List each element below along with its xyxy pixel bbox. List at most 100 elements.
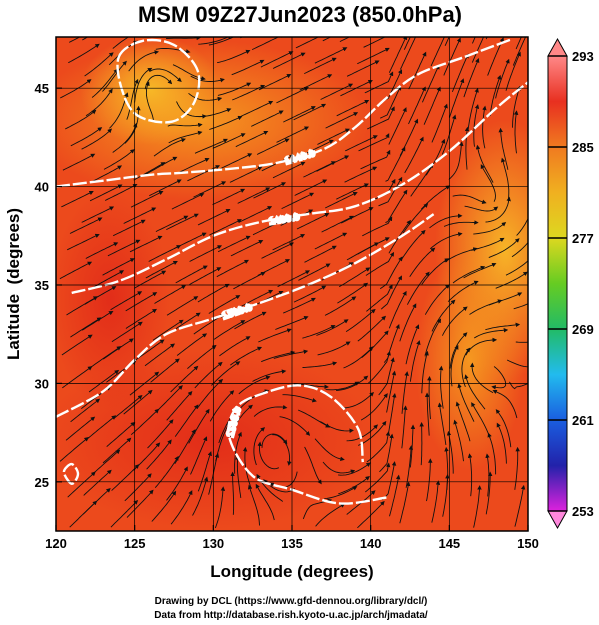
streamline bbox=[514, 484, 526, 527]
streamline bbox=[257, 441, 280, 470]
streamline bbox=[128, 50, 160, 72]
colorbar-body bbox=[547, 55, 568, 512]
credit-drawing: Drawing by DCL (https://www.gfd-dennou.o… bbox=[155, 596, 428, 607]
streamline bbox=[70, 317, 102, 338]
streamline bbox=[471, 402, 491, 439]
streamline bbox=[272, 434, 292, 466]
streamline bbox=[511, 241, 528, 258]
streamline bbox=[67, 233, 100, 251]
streamline bbox=[501, 157, 510, 200]
streamline bbox=[61, 334, 93, 356]
streamline bbox=[429, 213, 463, 229]
streamline bbox=[296, 213, 330, 230]
streamline bbox=[441, 114, 457, 155]
streamline bbox=[91, 449, 121, 476]
streamline bbox=[102, 338, 134, 360]
streamline bbox=[447, 280, 479, 303]
streamline bbox=[475, 144, 494, 183]
streamline bbox=[215, 421, 230, 462]
streamline bbox=[404, 136, 424, 174]
streamline bbox=[64, 109, 97, 130]
x-tick-label: 120 bbox=[45, 536, 67, 551]
streamline bbox=[425, 138, 446, 176]
streamline bbox=[212, 188, 246, 206]
x-tick-label: 135 bbox=[281, 536, 303, 551]
streamline bbox=[421, 64, 440, 103]
streamline bbox=[151, 490, 177, 522]
streamline bbox=[107, 239, 141, 257]
streamline bbox=[444, 446, 449, 490]
streamline bbox=[448, 78, 465, 118]
streamline bbox=[399, 118, 419, 156]
streamline bbox=[515, 37, 522, 50]
streamline bbox=[341, 207, 374, 224]
streamline bbox=[193, 181, 227, 198]
streamline bbox=[495, 58, 510, 99]
streamline bbox=[346, 490, 376, 515]
streamline bbox=[451, 53, 469, 93]
streamline bbox=[314, 47, 348, 64]
streamline bbox=[461, 347, 471, 388]
streamline bbox=[217, 235, 251, 253]
streamline bbox=[209, 115, 243, 130]
streamline bbox=[337, 282, 369, 304]
streamline bbox=[473, 221, 507, 235]
streamline bbox=[261, 350, 296, 363]
streamline bbox=[260, 51, 294, 68]
streamline bbox=[302, 325, 336, 339]
streamline bbox=[385, 146, 406, 182]
streamline bbox=[153, 138, 186, 157]
streamline bbox=[175, 265, 208, 284]
streamline bbox=[367, 350, 391, 384]
streamline bbox=[304, 57, 337, 75]
streamline bbox=[149, 68, 182, 82]
streamline bbox=[176, 333, 208, 356]
streamline bbox=[342, 391, 375, 409]
streamline bbox=[112, 37, 130, 49]
streamline bbox=[427, 375, 432, 420]
streamline bbox=[252, 369, 287, 382]
streamline bbox=[298, 263, 331, 281]
streamline bbox=[67, 471, 96, 498]
streamline bbox=[256, 138, 290, 155]
axis-ticks: 120 125 130 135 140 145 150 25 30 35 40 45 bbox=[35, 81, 539, 551]
streamline bbox=[364, 71, 394, 94]
streamline bbox=[380, 85, 402, 119]
y-tick-label: 45 bbox=[35, 81, 49, 96]
streamline bbox=[293, 285, 327, 303]
streamline bbox=[272, 161, 306, 179]
streamline bbox=[426, 458, 433, 502]
y-tick-label: 30 bbox=[35, 376, 49, 391]
streamline bbox=[129, 235, 163, 253]
streamline bbox=[102, 60, 127, 92]
streamline bbox=[279, 416, 311, 436]
streamline bbox=[420, 185, 451, 210]
streamline bbox=[84, 286, 117, 305]
streamline bbox=[134, 339, 165, 362]
streamline bbox=[453, 419, 464, 462]
streamline bbox=[70, 398, 101, 423]
colorbar-bottom-arrow bbox=[547, 510, 568, 530]
streamline bbox=[188, 408, 210, 444]
colorbar-tick-label: 253 bbox=[572, 504, 594, 519]
streamline bbox=[362, 216, 393, 237]
streamline bbox=[408, 86, 426, 125]
streamline bbox=[81, 310, 114, 331]
streamline bbox=[91, 68, 118, 98]
credit-data: Data from http://database.rish.kyoto-u.a… bbox=[154, 610, 428, 621]
streamline bbox=[463, 262, 497, 279]
streamline bbox=[467, 87, 479, 130]
streamline bbox=[167, 122, 203, 128]
streamline bbox=[231, 59, 265, 76]
streamline bbox=[198, 37, 233, 45]
streamline bbox=[174, 404, 199, 437]
streamline bbox=[134, 67, 153, 103]
warm-region-east bbox=[415, 250, 525, 470]
streamline bbox=[217, 82, 252, 96]
streamline bbox=[208, 37, 235, 46]
streamline bbox=[361, 330, 389, 359]
streamline bbox=[424, 318, 442, 357]
streamline bbox=[174, 429, 196, 464]
streamline bbox=[405, 324, 420, 365]
streamline bbox=[149, 179, 182, 197]
